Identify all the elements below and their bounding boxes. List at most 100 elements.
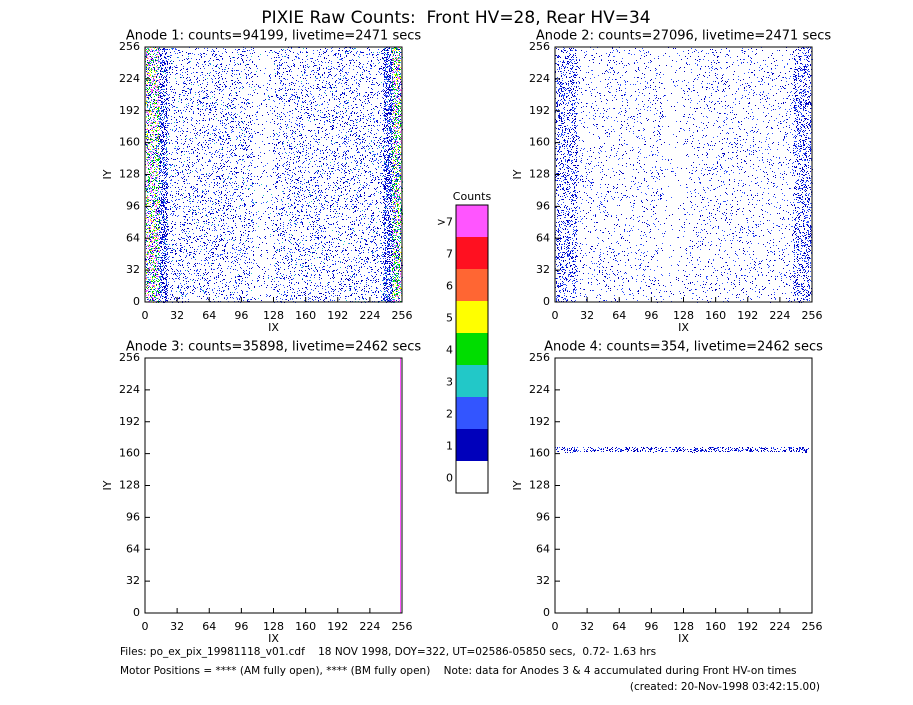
x-tick-label: 0 xyxy=(142,309,149,322)
y-tick-label: 256 xyxy=(119,351,140,364)
y-tick-label: 128 xyxy=(119,479,140,492)
y-tick-label: 192 xyxy=(119,415,140,428)
y-tick-label: 96 xyxy=(536,199,550,212)
colorbar-cell xyxy=(456,333,488,365)
y-tick-label: 96 xyxy=(536,510,550,523)
y-tick-label: 64 xyxy=(536,542,550,555)
x-tick-label: 160 xyxy=(295,620,316,633)
colorbar-cell xyxy=(456,301,488,333)
x-tick-label: 192 xyxy=(737,620,758,633)
y-tick-label: 192 xyxy=(119,104,140,117)
x-tick-label: 96 xyxy=(234,309,248,322)
x-tick-label: 192 xyxy=(327,620,348,633)
y-tick-label: 256 xyxy=(529,351,550,364)
y-tick-label: 128 xyxy=(529,479,550,492)
y-tick-label: 0 xyxy=(133,295,140,308)
x-tick-label: 128 xyxy=(263,620,284,633)
x-tick-label: 192 xyxy=(327,309,348,322)
colorbar-title: Counts xyxy=(453,190,492,203)
y-tick-label: 192 xyxy=(529,415,550,428)
x-tick-label: 256 xyxy=(802,620,823,633)
y-tick-label: 224 xyxy=(529,383,550,396)
y-tick-label: 160 xyxy=(529,136,550,149)
x-tick-label: 64 xyxy=(612,620,626,633)
y-tick-label: 64 xyxy=(126,231,140,244)
plot-frame xyxy=(144,357,403,614)
texture xyxy=(556,447,809,453)
panel-title: Anode 3: counts=35898, livetime=2462 sec… xyxy=(126,340,422,355)
x-tick-label: 0 xyxy=(552,620,559,633)
y-tick-label: 64 xyxy=(536,231,550,244)
y-axis-label: IY xyxy=(101,480,114,490)
x-tick-label: 128 xyxy=(673,309,694,322)
x-tick-label: 224 xyxy=(769,620,790,633)
y-tick-label: 192 xyxy=(529,104,550,117)
y-tick-label: 256 xyxy=(529,40,550,53)
texture xyxy=(555,47,813,303)
x-axis-label: IX xyxy=(678,321,689,334)
x-tick-label: 192 xyxy=(737,309,758,322)
x-tick-label: 128 xyxy=(673,620,694,633)
y-axis-label: IY xyxy=(511,480,524,490)
x-tick-label: 32 xyxy=(170,620,184,633)
texture xyxy=(400,358,401,613)
colorbar-cell xyxy=(456,429,488,461)
x-tick-label: 32 xyxy=(170,309,184,322)
x-tick-label: 160 xyxy=(705,309,726,322)
y-tick-label: 32 xyxy=(536,263,550,276)
colorbar-label: 2 xyxy=(446,408,453,421)
plot-frame xyxy=(554,357,813,614)
y-tick-label: 96 xyxy=(126,199,140,212)
x-tick-label: 224 xyxy=(359,620,380,633)
x-axis-label: IX xyxy=(678,632,689,645)
colorbar-label: 3 xyxy=(446,376,453,389)
y-tick-label: 256 xyxy=(119,40,140,53)
x-tick-label: 160 xyxy=(705,620,726,633)
y-tick-label: 0 xyxy=(543,606,550,619)
panel-title: Anode 2: counts=27096, livetime=2471 sec… xyxy=(536,29,832,44)
x-axis-label: IX xyxy=(268,321,279,334)
y-tick-label: 160 xyxy=(529,447,550,460)
footer-motor: Motor Positions = **** (AM fully open), … xyxy=(120,665,797,677)
footer-files: Files: po_ex_pix_19981118_v01.cdf 18 NOV… xyxy=(120,646,656,658)
y-tick-label: 224 xyxy=(529,72,550,85)
x-tick-label: 256 xyxy=(392,620,413,633)
x-tick-label: 96 xyxy=(644,309,658,322)
colorbar-cell xyxy=(456,205,488,237)
y-tick-label: 224 xyxy=(119,383,140,396)
y-tick-label: 96 xyxy=(126,510,140,523)
x-axis-label: IX xyxy=(268,632,279,645)
x-tick-label: 96 xyxy=(234,620,248,633)
x-tick-label: 32 xyxy=(580,620,594,633)
y-tick-label: 32 xyxy=(536,574,550,587)
x-tick-label: 64 xyxy=(202,309,216,322)
colorbar-cell xyxy=(456,397,488,429)
colorbar-label: 1 xyxy=(446,440,453,453)
colorbar-frame xyxy=(455,204,489,494)
y-tick-label: 128 xyxy=(529,168,550,181)
colorbar-label: 4 xyxy=(446,344,453,357)
y-tick-label: 128 xyxy=(119,168,140,181)
y-axis-label: IY xyxy=(511,169,524,179)
y-axis-label: IY xyxy=(101,169,114,179)
y-tick-label: 0 xyxy=(133,606,140,619)
colorbar-cell xyxy=(456,365,488,397)
colorbar-cell xyxy=(456,461,488,493)
x-tick-label: 0 xyxy=(142,620,149,633)
y-tick-label: 160 xyxy=(119,136,140,149)
x-tick-label: 0 xyxy=(552,309,559,322)
colorbar-label: 0 xyxy=(446,472,453,485)
plot-frame xyxy=(554,46,813,303)
x-tick-label: 128 xyxy=(263,309,284,322)
x-tick-label: 32 xyxy=(580,309,594,322)
texture xyxy=(145,47,403,303)
colorbar-label: 7 xyxy=(446,248,453,261)
y-tick-label: 32 xyxy=(126,263,140,276)
x-tick-label: 64 xyxy=(612,309,626,322)
y-tick-label: 224 xyxy=(119,72,140,85)
y-tick-label: 160 xyxy=(119,447,140,460)
y-tick-label: 32 xyxy=(126,574,140,587)
texture xyxy=(555,447,808,453)
colorbar-label: >7 xyxy=(437,216,453,229)
